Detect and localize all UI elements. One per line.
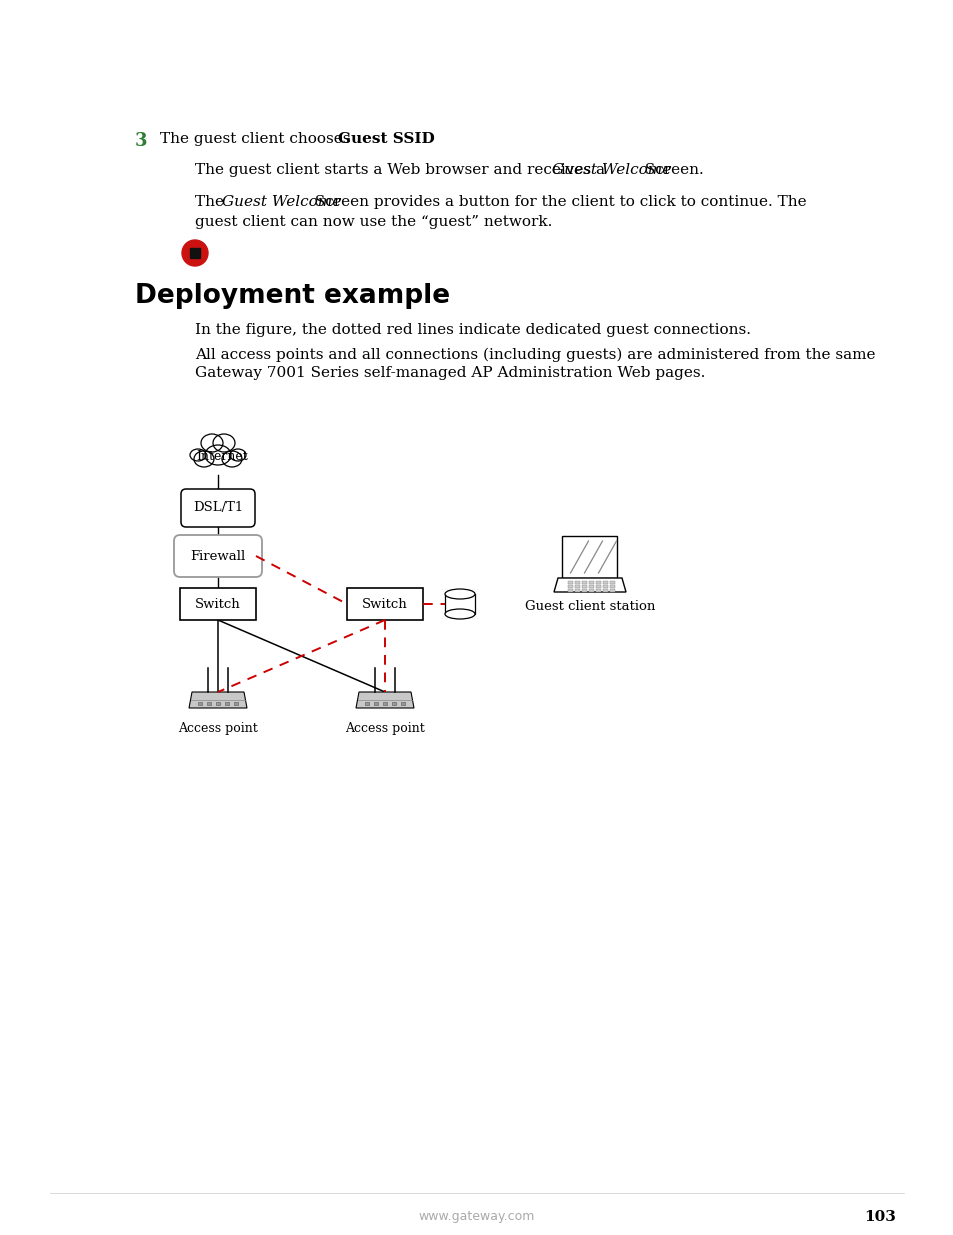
Text: Guest Welcome: Guest Welcome [222, 195, 341, 209]
FancyBboxPatch shape [181, 489, 254, 527]
Bar [588, 589, 594, 592]
Text: Access point: Access point [345, 722, 424, 735]
Bar [581, 585, 586, 588]
Text: Switch: Switch [195, 598, 240, 610]
Text: DSL/T1: DSL/T1 [193, 501, 243, 515]
Polygon shape [355, 692, 414, 708]
Ellipse shape [222, 451, 242, 467]
Ellipse shape [230, 450, 246, 461]
Bar [588, 580, 594, 584]
Text: Gateway 7001 Series self-managed AP Administration Web pages.: Gateway 7001 Series self-managed AP Admi… [194, 366, 704, 380]
Bar [444, 594, 475, 614]
Text: .: . [416, 132, 420, 146]
Text: All access points and all connections (including guests) are administered from t: All access points and all connections (i… [194, 348, 875, 362]
Ellipse shape [213, 433, 234, 452]
Bar [374, 701, 377, 705]
Bar [382, 701, 387, 705]
Text: Guest SSID: Guest SSID [337, 132, 435, 146]
Bar [567, 585, 573, 588]
Text: 103: 103 [863, 1210, 895, 1224]
Bar [609, 589, 615, 592]
Bar [609, 580, 615, 584]
Bar [602, 585, 607, 588]
Bar [207, 701, 211, 705]
Text: 3: 3 [135, 132, 148, 149]
Text: Switch: Switch [362, 598, 408, 610]
Bar [215, 701, 220, 705]
Ellipse shape [201, 433, 223, 452]
Circle shape [182, 240, 208, 266]
Bar [567, 589, 573, 592]
Bar [198, 701, 202, 705]
Text: Firewall: Firewall [191, 550, 245, 562]
Text: Deployment example: Deployment example [135, 283, 450, 309]
Bar [581, 580, 586, 584]
Bar [392, 701, 395, 705]
Bar [609, 585, 615, 588]
Bar [575, 580, 579, 584]
Bar [347, 588, 422, 620]
Bar [400, 701, 405, 705]
Text: www.gateway.com: www.gateway.com [418, 1210, 535, 1223]
Bar [575, 585, 579, 588]
Bar [190, 248, 200, 258]
Ellipse shape [444, 589, 475, 599]
Text: The: The [194, 195, 229, 209]
Ellipse shape [193, 451, 213, 467]
Text: The guest client starts a Web browser and receives a: The guest client starts a Web browser an… [194, 163, 609, 177]
Bar [581, 589, 586, 592]
Bar [602, 589, 607, 592]
Text: Guest Welcome: Guest Welcome [552, 163, 671, 177]
Polygon shape [189, 692, 247, 708]
Bar [588, 585, 594, 588]
Bar [596, 580, 600, 584]
Bar [180, 588, 255, 620]
Text: Guest client station: Guest client station [524, 600, 655, 613]
Text: guest client can now use the “guest” network.: guest client can now use the “guest” net… [194, 215, 552, 228]
Text: Internet: Internet [196, 451, 248, 463]
Bar [596, 589, 600, 592]
Bar [233, 701, 237, 705]
Bar [596, 585, 600, 588]
Bar [365, 701, 369, 705]
Ellipse shape [205, 445, 231, 466]
Bar [602, 580, 607, 584]
Ellipse shape [444, 609, 475, 619]
Bar [575, 589, 579, 592]
Bar [225, 701, 229, 705]
Ellipse shape [190, 450, 206, 461]
Text: In the figure, the dotted red lines indicate dedicated guest connections.: In the figure, the dotted red lines indi… [194, 324, 750, 337]
Polygon shape [562, 536, 617, 578]
Text: Screen provides a button for the client to click to continue. The: Screen provides a button for the client … [310, 195, 806, 209]
Text: The guest client chooses: The guest client chooses [160, 132, 355, 146]
Bar [567, 580, 573, 584]
Text: Screen.: Screen. [639, 163, 703, 177]
FancyBboxPatch shape [173, 535, 262, 577]
Polygon shape [554, 578, 625, 592]
Text: Access point: Access point [178, 722, 257, 735]
